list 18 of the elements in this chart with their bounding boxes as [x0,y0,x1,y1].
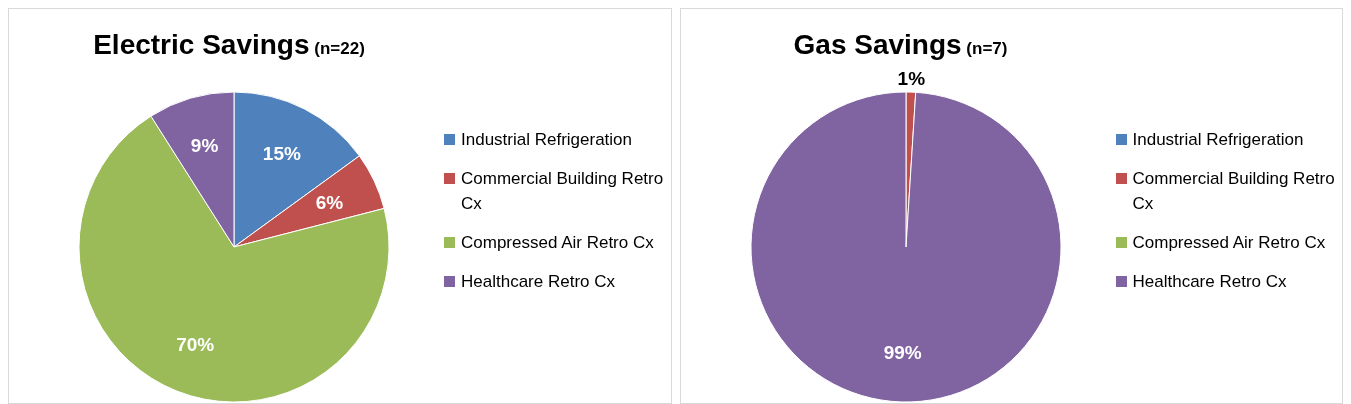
chart-title: Electric Savings [93,29,310,60]
legend-label: Compressed Air Retro Cx [1132,232,1326,254]
data-label: 15% [262,142,301,164]
data-label: 6% [315,191,344,213]
chart-subtitle: (n=7) [966,39,1008,58]
legend-label: Compressed Air Retro Cx [461,232,654,254]
chart-subtitle: (n=22) [314,39,365,58]
legend-label: Industrial Refrigeration [1132,129,1304,151]
data-label: 9% [190,135,219,157]
legend-label: Healthcare Retro Cx [461,271,616,293]
data-label: 99% [883,341,922,363]
legend-label: Commercial Building Retro Cx [1132,168,1336,215]
chart-title: Gas Savings [793,29,962,60]
legend-label: Industrial Refrigeration [461,129,633,151]
legend-label: Commercial Building Retro Cx [461,168,665,215]
data-label: 70% [176,334,215,356]
legend-label: Healthcare Retro Cx [1132,271,1287,293]
data-label: 1% [897,67,925,89]
